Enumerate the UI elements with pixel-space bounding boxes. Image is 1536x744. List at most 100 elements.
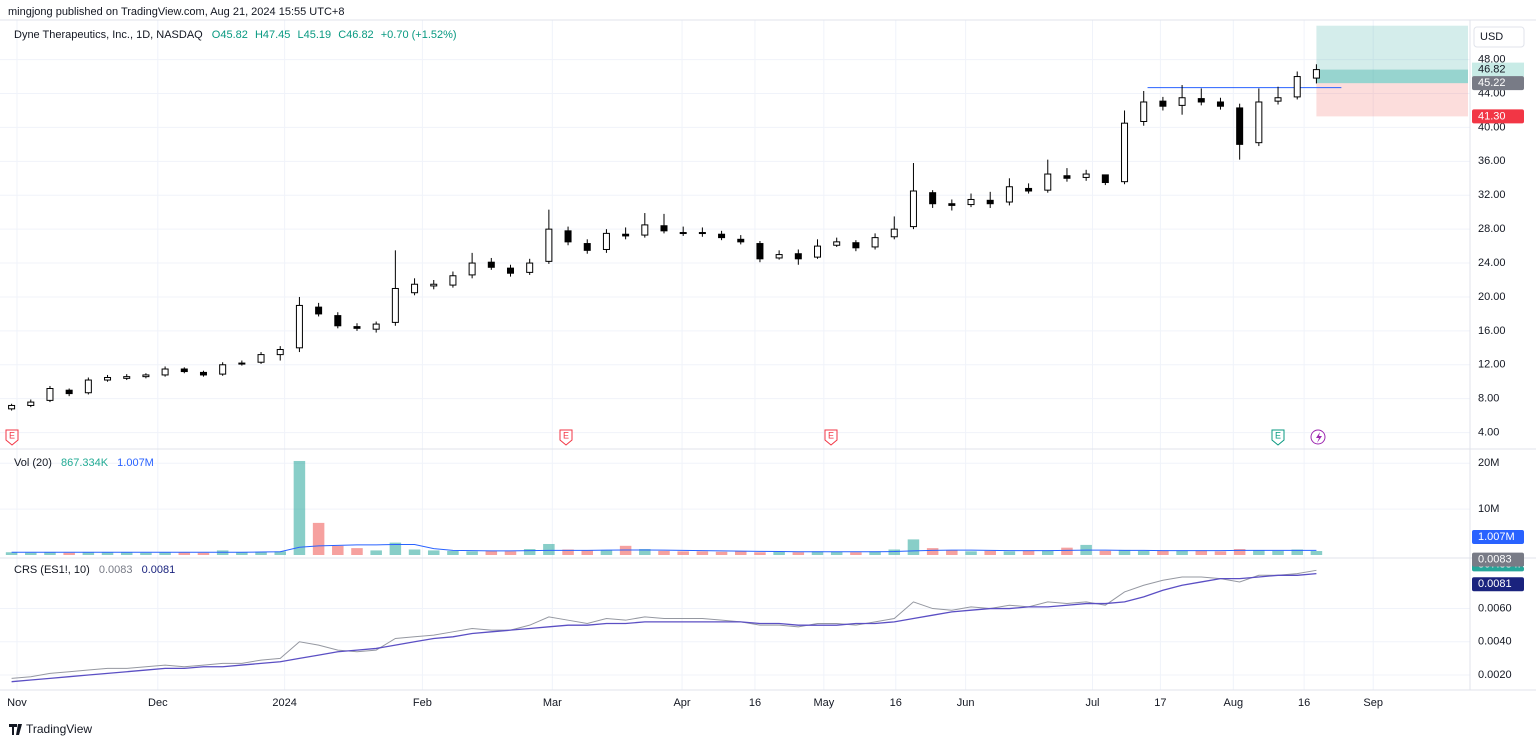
candle-body [814,245,822,258]
earnings-icon[interactable] [824,429,838,446]
published: mingjong published on TradingView.com, A… [8,6,345,18]
volume-bar [274,551,286,555]
volume-bar [1310,551,1323,555]
candle-body [890,228,898,238]
volume-bar [1233,549,1246,555]
volume-bar [485,550,498,555]
volume-bar [946,550,958,555]
change: +0.70 (+1.52%) [380,29,457,41]
volume-bar [543,543,555,555]
candle-body [123,376,131,379]
y-tick-label: 28.00 [1478,223,1506,235]
volume-bar [773,551,785,555]
x-tick-label: 17 [1154,697,1166,709]
currency-box[interactable] [1473,26,1525,48]
crs-badge: 0.0083 [1478,554,1512,566]
candle-body [1312,69,1320,79]
crs-ma-value: 0.0081 [141,564,176,576]
crs-title: CRS (ES1!, 10) [14,564,90,576]
volume-bar [332,545,344,555]
volume-bar [600,549,613,555]
candle-body [929,192,937,205]
volume-bar [1272,550,1284,555]
volume-bar [197,552,210,555]
candle-body [1178,97,1186,106]
volume-legend: Vol (20) 867.334K 1.007M [14,457,160,469]
candle-body [1236,107,1244,145]
candle-body [161,368,169,376]
volume-bar [236,552,248,555]
earnings-icon[interactable] [5,429,19,446]
volume-bar [5,552,18,555]
logo-text: TradingView [26,722,92,736]
y-tick-label: 8.00 [1478,393,1499,405]
candle-body [583,243,591,251]
x-tick-label: Nov [7,697,27,709]
volume-bar [869,551,881,555]
candle-body [104,376,112,381]
currency: USD [1480,31,1503,43]
candle-body [1082,173,1090,178]
candle-body [679,232,687,235]
volume-bar [120,552,133,555]
volume-bar [830,551,843,555]
candle-body [526,262,534,273]
candle-body [660,225,668,232]
volume-ma-line [11,543,1317,553]
dividend-bolt [1316,432,1322,443]
volume-bar [370,550,382,555]
volume-bar [1176,550,1188,555]
y-tick-label: 20M [1478,457,1499,469]
volume-bar [1061,547,1073,555]
volume-bar [466,551,478,555]
candle-body [1197,98,1205,103]
stop-price: 41.30 [1478,110,1506,122]
volume-bar [1137,550,1150,555]
volume-bar [1099,550,1112,555]
candle-body [276,349,284,356]
crs-legend: CRS (ES1!, 10) 0.0083 0.0081 [14,564,181,576]
candle-body [372,323,380,330]
symbol-title: Dyne Therapeutics, Inc., 1D, NASDAQ [14,29,203,41]
candle-body [46,388,54,401]
y-tick-label: 16.00 [1478,325,1506,337]
profit-zone [1316,69,1468,84]
volume-ma-badge: 1.007M [1478,531,1515,543]
candle-body [353,326,361,329]
volume-bar [101,552,114,555]
candle-body [622,233,630,237]
candle-body [430,283,438,287]
target-zone [1316,25,1468,84]
volume-bar [523,549,536,555]
volume-bar [427,550,440,555]
volume-bar [255,551,267,555]
volume-bar [293,460,306,555]
y-tick-label: 32.00 [1478,189,1506,201]
x-tick-label: Jun [957,697,975,709]
earnings-icon[interactable] [559,429,573,446]
candle-body [852,242,860,249]
volume-bar [1291,549,1303,555]
x-tick-label: 16 [1298,697,1310,709]
x-tick-label: Mar [543,697,562,709]
candle-body [698,232,706,235]
volume-bar [888,549,901,555]
axes: 4.00 8.00 12.00 16.00 20.00 24.00 28.00 32.00 36… [7,54,1526,709]
entry-price: 45.22 [1478,77,1506,89]
candle-body [1063,175,1071,179]
candle-body [1216,101,1224,107]
logo: TradingView [9,722,92,736]
candle-body [775,254,783,259]
candle-body [468,262,476,276]
volume-ma-badge-bg [1472,530,1524,545]
x-tick-label: 16 [749,697,761,709]
y-tick-label: 12.00 [1478,359,1506,371]
candle-body [1293,76,1301,98]
earnings-icon[interactable] [1271,429,1285,446]
x-tick-label: 2024 [272,697,296,709]
ohlc-value: L45.19 [297,29,332,41]
volume-ma-value: 1.007M [117,457,154,469]
